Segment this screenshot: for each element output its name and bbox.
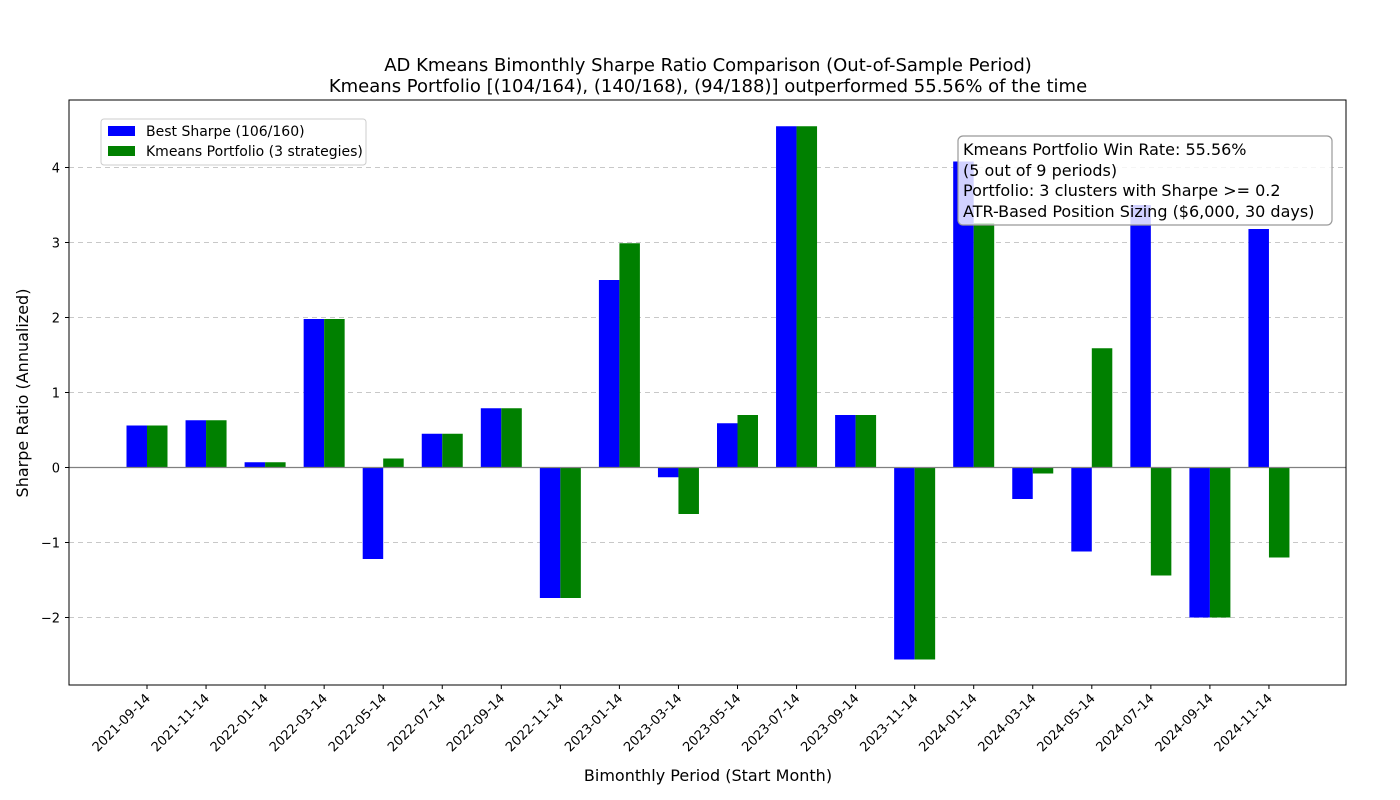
best-sharpe-bar-2023-09-14	[835, 415, 856, 468]
legend-label-best-sharpe: Best Sharpe (106/160)	[146, 124, 305, 140]
best-sharpe-bar-2024-09-14	[1189, 468, 1210, 618]
legend-label-kmeans-portfolio: Kmeans Portfolio (3 strategies)	[146, 144, 363, 160]
kmeans-portfolio-bar-2022-03-14	[324, 319, 345, 468]
x-tick-label: 2023-01-14	[562, 691, 626, 755]
kmeans-portfolio-bar-2022-07-14	[442, 434, 463, 468]
kmeans-portfolio-bar-2021-09-14	[147, 426, 168, 468]
x-tick-label: 2024-11-14	[1212, 691, 1276, 755]
kmeans-portfolio-bar-2022-05-14	[383, 459, 404, 468]
x-tick-label: 2023-09-14	[798, 691, 862, 755]
kmeans-portfolio-bar-2023-05-14	[738, 415, 759, 468]
best-sharpe-bar-2022-11-14	[540, 468, 561, 599]
x-tick-label: 2023-11-14	[857, 691, 921, 755]
annotation-line-2: (5 out of 9 periods)	[963, 161, 1117, 180]
kmeans-portfolio-bar-2024-09-14	[1210, 468, 1231, 618]
y-tick-label: 1	[52, 387, 60, 402]
kmeans-portfolio-bar-2023-09-14	[856, 415, 877, 468]
best-sharpe-bar-2023-05-14	[717, 423, 738, 467]
y-tick-label: 3	[52, 237, 60, 252]
y-tick-label: 4	[52, 162, 60, 177]
best-sharpe-bar-2024-05-14	[1071, 468, 1092, 552]
best-sharpe-bar-2023-07-14	[776, 126, 797, 467]
kmeans-portfolio-bar-2024-07-14	[1151, 468, 1172, 576]
x-tick-label: 2024-09-14	[1153, 691, 1217, 755]
kmeans-portfolio-bar-2023-11-14	[915, 468, 936, 660]
y-tick-label: −1	[41, 537, 60, 552]
y-tick-label: 2	[52, 312, 60, 327]
legend: Best Sharpe (106/160) Kmeans Portfolio (…	[101, 119, 366, 165]
annotation-line-4: ATR-Based Position Sizing ($6,000, 30 da…	[963, 202, 1314, 221]
chart-title: AD Kmeans Bimonthly Sharpe Ratio Compari…	[384, 55, 1032, 76]
chart-subtitle: Kmeans Portfolio [(104/164), (140/168), …	[329, 76, 1087, 97]
x-tick-label: 2022-03-14	[267, 691, 331, 755]
y-tick-label: −2	[41, 612, 60, 627]
legend-swatch-best-sharpe	[108, 126, 135, 136]
best-sharpe-bar-2023-01-14	[599, 280, 620, 468]
kmeans-portfolio-bar-2024-01-14	[974, 223, 995, 468]
kmeans-portfolio-bar-2022-11-14	[560, 468, 581, 599]
x-tick-label: 2021-11-14	[149, 691, 213, 755]
x-axis-label: Bimonthly Period (Start Month)	[584, 766, 832, 785]
annotation-line-1: Kmeans Portfolio Win Rate: 55.56%	[963, 140, 1247, 159]
annotation-line-3: Portfolio: 3 clusters with Sharpe >= 0.2	[963, 181, 1281, 200]
x-axis-ticks: 2021-09-142021-11-142022-01-142022-03-14…	[90, 685, 1276, 755]
best-sharpe-bar-2022-01-14	[245, 462, 266, 467]
annotation-box: Kmeans Portfolio Win Rate: 55.56% (5 out…	[958, 136, 1332, 225]
best-sharpe-bar-2022-05-14	[363, 468, 384, 560]
kmeans-portfolio-bar-2023-03-14	[678, 468, 699, 515]
best-sharpe-bar-2023-11-14	[894, 468, 915, 660]
best-sharpe-bar-2024-03-14	[1012, 468, 1033, 500]
y-axis-label: Sharpe Ratio (Annualized)	[13, 289, 32, 498]
x-tick-label: 2022-07-14	[385, 691, 449, 755]
best-sharpe-bar-2024-07-14	[1130, 205, 1151, 468]
x-tick-label: 2023-05-14	[680, 691, 744, 755]
kmeans-portfolio-bar-2024-03-14	[1033, 468, 1054, 474]
best-sharpe-bar-2022-09-14	[481, 408, 502, 467]
best-sharpe-bar-2021-09-14	[127, 426, 148, 468]
x-tick-label: 2023-03-14	[621, 691, 685, 755]
best-sharpe-bar-2022-03-14	[304, 319, 325, 468]
legend-swatch-kmeans-portfolio	[108, 146, 135, 156]
kmeans-portfolio-bar-2022-01-14	[265, 462, 286, 467]
x-tick-label: 2022-05-14	[326, 691, 390, 755]
x-tick-label: 2024-05-14	[1035, 691, 1099, 755]
x-tick-label: 2022-01-14	[208, 691, 272, 755]
y-axis-ticks: −2 −1 0 1 2 3 4	[41, 162, 69, 627]
kmeans-portfolio-bar-2024-05-14	[1092, 348, 1113, 467]
kmeans-portfolio-bar-2023-07-14	[797, 126, 818, 467]
kmeans-portfolio-bar-2022-09-14	[501, 408, 522, 467]
kmeans-portfolio-bar-2024-11-14	[1269, 468, 1290, 558]
x-tick-label: 2024-07-14	[1094, 691, 1158, 755]
x-tick-label: 2022-09-14	[444, 691, 508, 755]
y-tick-label: 0	[52, 462, 60, 477]
best-sharpe-bar-2023-03-14	[658, 468, 679, 478]
best-sharpe-bar-2022-07-14	[422, 434, 443, 468]
x-tick-label: 2024-03-14	[976, 691, 1040, 755]
kmeans-portfolio-bar-2021-11-14	[206, 420, 227, 467]
kmeans-portfolio-bar-2023-01-14	[619, 243, 640, 467]
best-sharpe-bar-2024-11-14	[1248, 229, 1269, 468]
x-tick-label: 2023-07-14	[739, 691, 803, 755]
best-sharpe-bar-2021-11-14	[186, 420, 207, 467]
x-tick-label: 2024-01-14	[916, 691, 980, 755]
x-tick-label: 2021-09-14	[90, 691, 154, 755]
x-tick-label: 2022-11-14	[503, 691, 567, 755]
